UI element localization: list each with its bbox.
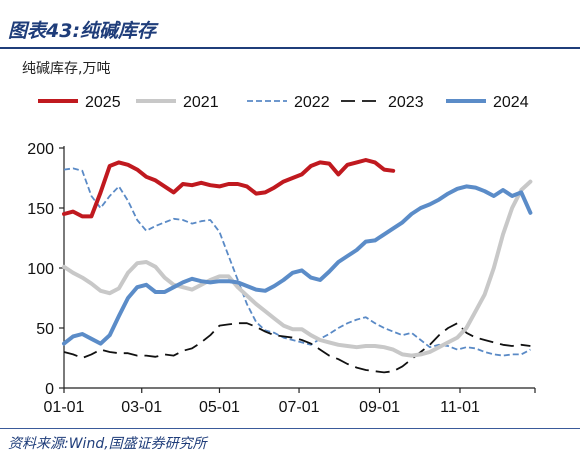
y-tick-label: 150 [27,201,54,218]
chart-legend: 2025 2021 2022 2023 2024 [38,94,529,111]
source-note: 资料来源:Wind,国盛证券研究所 [8,436,207,452]
chart-axes: 0 50 100 150 200 01-01 03-01 05-01 07-01 09-01 11-… [27,141,536,416]
y-tick-label: 200 [27,141,54,158]
series-line-2025 [62,158,396,219]
x-tick-label: 01-01 [44,399,85,416]
x-tick-label: 05-01 [199,399,240,416]
x-tick-label: 07-01 [279,399,320,416]
series-line-2024 [62,184,533,346]
x-tick-label: 11-01 [440,399,480,416]
y-tick-label: 0 [45,381,54,398]
series-line-2022 [63,167,531,357]
footer-rule [0,428,580,429]
legend-label-2023: 2023 [388,94,424,111]
series-line-2021 [62,179,533,358]
header-rule [0,47,580,49]
legend-label-2025: 2025 [85,94,121,111]
y-tick-label: 50 [36,321,54,338]
line-chart: 2025 2021 2022 2023 2024 0 50 100 150 200 01-01 03… [27,94,536,416]
legend-label-2021: 2021 [183,94,219,111]
x-tick-label: 03-01 [121,399,162,416]
figure-header: 图表43:纯碱库存 [0,0,580,50]
legend-label-2022: 2022 [294,94,330,111]
unit-label: 纯碱库存,万吨 [22,61,111,77]
y-tick-label: 100 [27,261,54,278]
x-tick-label: 09-01 [359,399,400,416]
chart-series [62,158,533,374]
series-line-2023 [63,322,531,374]
figure-title: 图表43:纯碱库存 [8,20,157,42]
legend-label-2024: 2024 [493,94,529,111]
